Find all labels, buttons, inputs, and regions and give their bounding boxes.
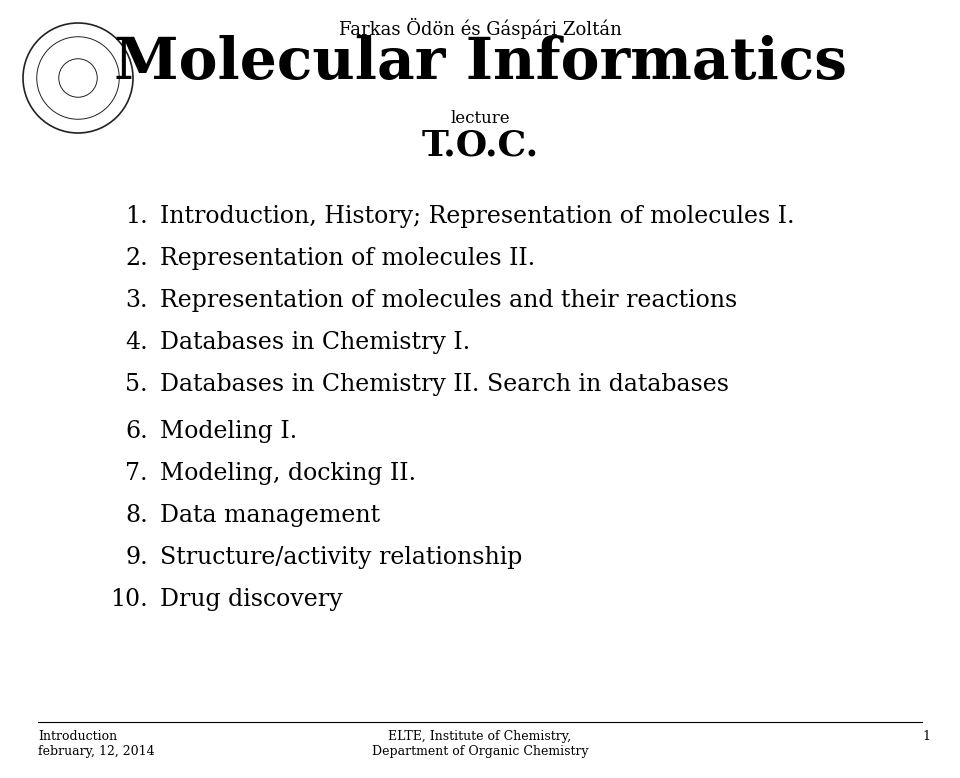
Text: Modeling I.: Modeling I.	[160, 420, 298, 443]
Text: 6.: 6.	[125, 420, 148, 443]
Text: 5.: 5.	[126, 373, 148, 396]
Text: Databases in Chemistry I.: Databases in Chemistry I.	[160, 331, 470, 354]
Text: february, 12, 2014: february, 12, 2014	[38, 745, 155, 758]
Text: Drug discovery: Drug discovery	[160, 588, 343, 611]
Text: 1: 1	[922, 730, 930, 743]
Text: Structure/activity relationship: Structure/activity relationship	[160, 546, 522, 569]
Text: 3.: 3.	[126, 289, 148, 312]
Text: 7.: 7.	[126, 462, 148, 485]
Text: T.O.C.: T.O.C.	[421, 128, 539, 162]
Text: Department of Organic Chemistry: Department of Organic Chemistry	[372, 745, 588, 758]
Text: 4.: 4.	[125, 331, 148, 354]
Text: Representation of molecules and their reactions: Representation of molecules and their re…	[160, 289, 737, 312]
Text: Introduction: Introduction	[38, 730, 117, 743]
Text: Modeling, docking II.: Modeling, docking II.	[160, 462, 416, 485]
Text: Databases in Chemistry II. Search in databases: Databases in Chemistry II. Search in dat…	[160, 373, 729, 396]
Text: 2.: 2.	[125, 247, 148, 270]
Text: Representation of molecules II.: Representation of molecules II.	[160, 247, 536, 270]
Text: 10.: 10.	[110, 588, 148, 611]
Text: Data management: Data management	[160, 504, 380, 527]
Text: 1.: 1.	[125, 205, 148, 228]
Text: ELTE, Institute of Chemistry,: ELTE, Institute of Chemistry,	[389, 730, 571, 743]
Text: lecture: lecture	[450, 110, 510, 127]
Text: Molecular Informatics: Molecular Informatics	[113, 35, 847, 91]
Text: 8.: 8.	[125, 504, 148, 527]
Text: 9.: 9.	[125, 546, 148, 569]
Text: Introduction, History; Representation of molecules I.: Introduction, History; Representation of…	[160, 205, 795, 228]
Text: Farkas Ödön és Gáspári Zoltán: Farkas Ödön és Gáspári Zoltán	[339, 18, 621, 39]
